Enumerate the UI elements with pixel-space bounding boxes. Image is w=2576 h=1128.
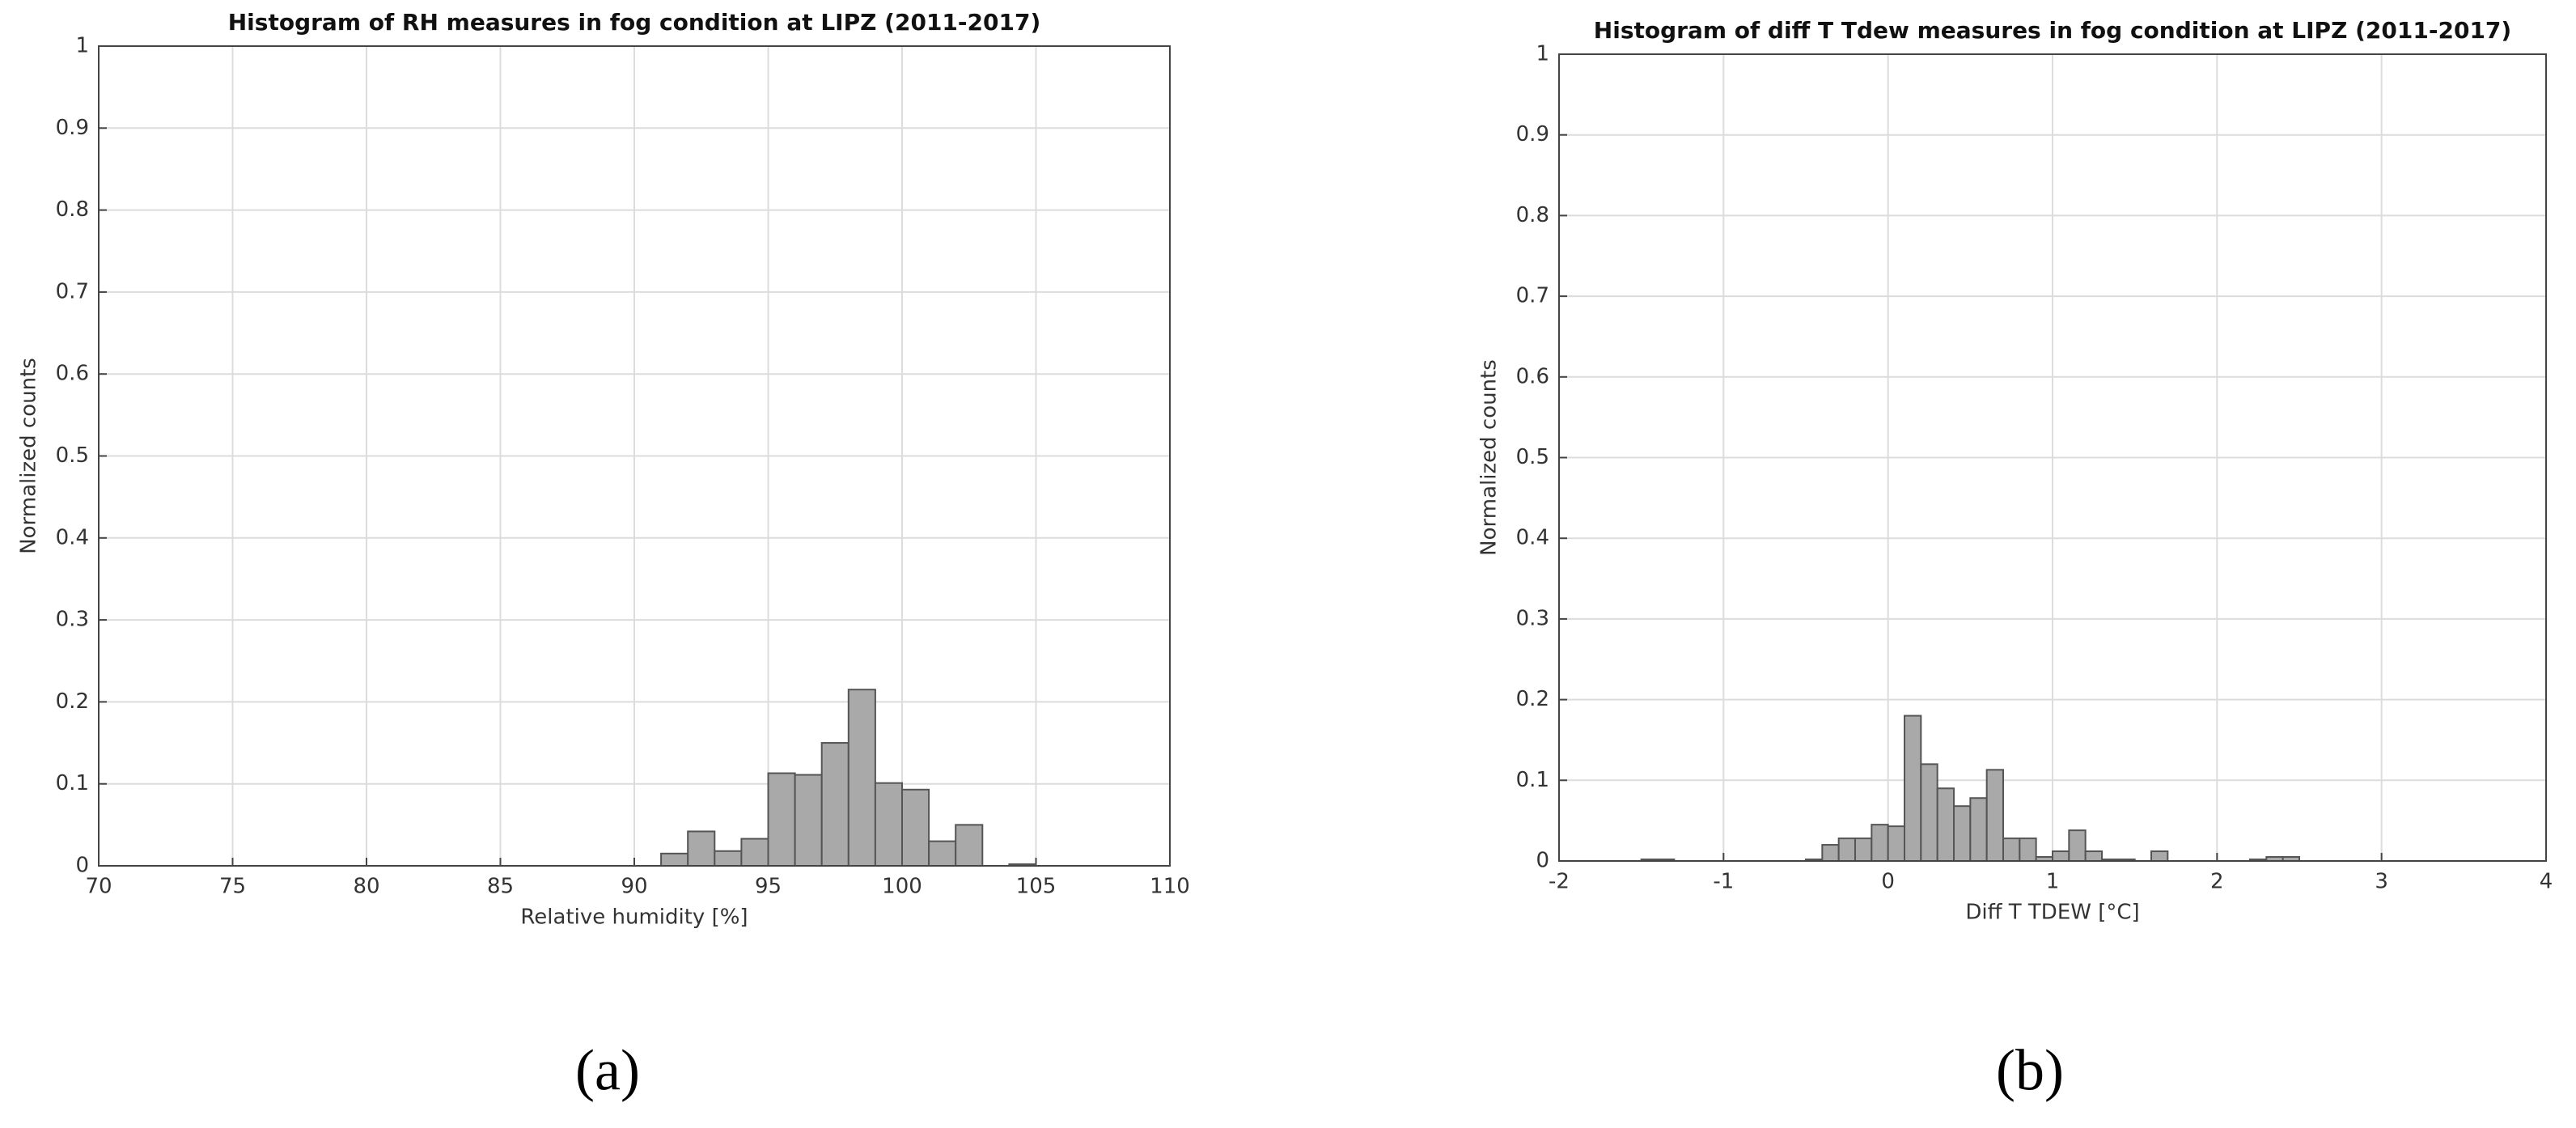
y-tick-label: 0.4 — [1516, 526, 1549, 550]
y-tick-label: 0.9 — [1516, 122, 1549, 146]
chart-title: Histogram of diff T Tdew measures in fog… — [1594, 17, 2511, 44]
y-tick-label: 0.1 — [1516, 768, 1549, 792]
x-tick-label: 90 — [621, 875, 647, 899]
x-tick-label: 80 — [353, 875, 379, 899]
bar — [1985, 769, 2005, 862]
y-tick-label: 0.4 — [56, 525, 89, 549]
bar — [767, 772, 796, 867]
bar — [714, 850, 743, 867]
bar — [874, 782, 904, 867]
bar — [1936, 787, 1955, 863]
bar — [1953, 805, 1972, 862]
x-axis-label: Diff T TDEW [°C] — [1965, 901, 2139, 925]
y-axis-label: Normalized counts — [1477, 359, 1502, 556]
x-tick-label: 0 — [1881, 870, 1895, 894]
bar — [1887, 825, 1906, 863]
bar — [955, 824, 984, 867]
x-tick-label: 4 — [2540, 870, 2553, 894]
panel-caption: (a) — [575, 1038, 640, 1103]
y-tick-label: 0.8 — [56, 197, 89, 222]
y-tick-label: 0.7 — [1516, 284, 1549, 308]
y-tick-label: 0.5 — [56, 443, 89, 468]
chart-title: Histogram of RH measures in fog conditio… — [228, 9, 1041, 36]
x-tick-label: -2 — [1549, 870, 1570, 894]
bar — [1920, 763, 1938, 862]
bar — [901, 788, 930, 867]
y-tick-label: 0.7 — [56, 279, 89, 303]
plot-frame — [98, 45, 1171, 867]
x-tick-label: 95 — [755, 875, 782, 899]
y-axis-label: Normalized counts — [17, 358, 41, 554]
y-tick-label: 0.9 — [56, 116, 89, 140]
bar — [847, 689, 876, 867]
y-tick-label: 0.2 — [56, 689, 89, 714]
y-tick-label: 0 — [75, 854, 89, 878]
x-tick-label: 110 — [1150, 875, 1190, 899]
plot-frame — [1558, 53, 2547, 862]
bar — [820, 742, 849, 867]
bar — [660, 852, 689, 867]
bar — [1969, 797, 1988, 863]
x-tick-label: 1 — [2046, 870, 2060, 894]
y-tick-label: 0.3 — [56, 608, 89, 632]
bar — [1904, 715, 1922, 862]
y-tick-label: 1 — [75, 34, 89, 58]
x-axis-label: Relative humidity [%] — [520, 905, 748, 930]
y-tick-label: 0.5 — [1516, 445, 1549, 469]
y-tick-label: 0 — [1536, 849, 1549, 873]
bar — [1821, 844, 1840, 863]
x-tick-label: 3 — [2375, 870, 2388, 894]
y-tick-label: 0.2 — [1516, 687, 1549, 711]
panel-caption: (b) — [1996, 1038, 2064, 1103]
y-tick-label: 0.8 — [1516, 203, 1549, 227]
bar — [928, 840, 957, 867]
y-tick-label: 0.3 — [1516, 606, 1549, 630]
bar — [2019, 838, 2037, 862]
y-tick-label: 0.1 — [56, 771, 89, 795]
bar — [2150, 850, 2169, 863]
bar — [2084, 850, 2104, 863]
x-tick-label: 105 — [1016, 875, 1057, 899]
bar — [1837, 838, 1857, 862]
bar — [794, 774, 823, 867]
bar — [2052, 850, 2070, 863]
bar — [1854, 838, 1873, 862]
bar — [1871, 824, 1889, 863]
bar — [687, 830, 716, 867]
x-tick-label: 100 — [882, 875, 922, 899]
y-tick-label: 1 — [1536, 42, 1549, 66]
x-tick-label: -1 — [1713, 870, 1734, 894]
x-tick-label: 2 — [2210, 870, 2224, 894]
y-tick-label: 0.6 — [56, 362, 89, 386]
x-tick-label: 85 — [487, 875, 514, 899]
bar — [740, 838, 769, 867]
y-tick-label: 0.6 — [1516, 364, 1549, 388]
bar — [2068, 829, 2087, 863]
x-tick-label: 70 — [85, 875, 112, 899]
bar — [2002, 838, 2021, 862]
x-tick-label: 75 — [219, 875, 246, 899]
